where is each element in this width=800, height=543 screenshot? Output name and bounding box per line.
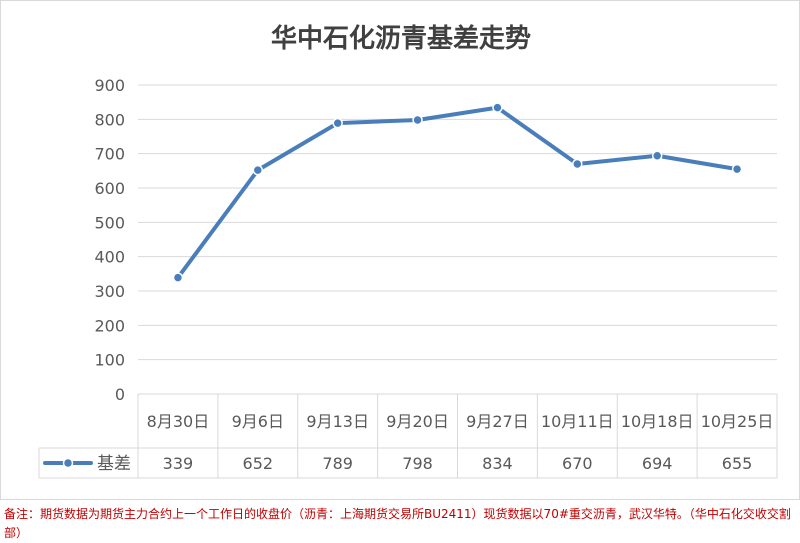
y-tick-label: 200 [94,316,125,335]
y-tick-label: 0 [115,385,125,404]
table-value: 694 [642,454,673,473]
data-point [492,102,503,113]
chart-title: 华中石化沥青基差走势 [271,23,531,54]
category-label: 8月30日 [147,412,210,431]
data-point [731,163,743,175]
category-label: 9月20日 [386,412,449,431]
y-tick-label: 300 [94,282,125,301]
y-tick-label: 400 [94,248,125,267]
table-value: 798 [402,454,433,473]
footnote: 备注：期货数据为期货主力合约上一个工作日的收盘价（沥青：上海期货交易所BU241… [4,507,791,540]
table-value: 339 [163,454,194,473]
category-label: 10月11日 [541,412,614,431]
legend-label: 基差 [97,454,131,474]
data-point [252,164,264,176]
chart-frame: 华中石化沥青基差走势 0 100 200 300 400 500 600 700 800 900 8月… [0,0,800,500]
data-point [172,272,184,283]
category-label: 9月27日 [466,412,529,431]
basis-line-chart: 华中石化沥青基差走势 0 100 200 300 400 500 600 700 800 900 8月… [38,23,778,479]
category-label: 9月6日 [232,412,284,431]
data-point [412,114,423,126]
table-value: 834 [482,454,513,473]
legend-marker [62,457,74,469]
y-tick-label: 900 [94,76,125,95]
y-tick-label: 600 [94,179,125,198]
category-label: 10月25日 [701,412,774,431]
y-tick-label: 500 [94,213,125,232]
y-tick-label: 100 [94,351,125,370]
series-line-basis [175,105,740,280]
table-value: 652 [243,454,274,473]
table-value: 789 [322,454,353,473]
data-point [332,117,343,129]
y-tick-label: 800 [94,110,125,129]
table-value: 655 [722,454,753,473]
data-point [651,150,663,161]
category-label: 10月18日 [621,412,694,431]
table-value: 670 [562,454,593,473]
category-label: 9月13日 [306,412,369,431]
y-tick-label: 700 [94,145,125,164]
data-point [572,158,583,170]
